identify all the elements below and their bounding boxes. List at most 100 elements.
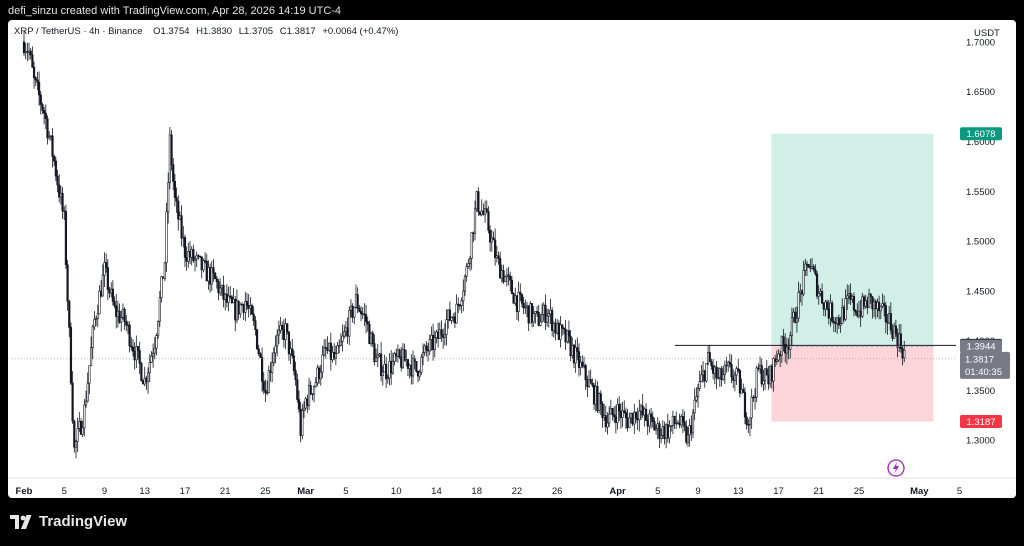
candle-body xyxy=(767,374,770,385)
candle-body xyxy=(854,309,857,313)
time-tick-label: 17 xyxy=(180,486,191,497)
time-tick-label: 26 xyxy=(552,486,563,497)
stop-price-tag-bg xyxy=(960,415,1002,429)
candle-body xyxy=(584,365,587,381)
candle-body xyxy=(71,382,74,422)
candle-body xyxy=(36,79,39,83)
candle-body xyxy=(110,288,113,294)
candle-body xyxy=(827,308,830,319)
candle-body xyxy=(529,303,532,324)
candle-body xyxy=(470,232,473,259)
candle-body xyxy=(430,334,433,340)
candle-body xyxy=(809,266,812,269)
candle-body xyxy=(769,366,772,385)
candle-body xyxy=(866,300,869,308)
candle-body xyxy=(819,291,822,294)
candle-body xyxy=(175,197,178,202)
price-tick-label: 1.4500 xyxy=(966,286,995,297)
brand-logo[interactable]: TradingView xyxy=(10,513,127,530)
countdown-tag: 01:40:35 xyxy=(965,367,1002,378)
candle-body xyxy=(482,210,485,215)
candle-body xyxy=(131,346,135,352)
candle-body xyxy=(141,380,145,385)
high-value: 1.3830 xyxy=(203,26,233,37)
candle-body xyxy=(862,296,866,307)
candle-body xyxy=(515,295,519,312)
candle-body xyxy=(701,370,705,376)
candle-body xyxy=(722,374,725,380)
candle-body xyxy=(727,361,730,367)
candle-body xyxy=(661,426,664,436)
candle-body xyxy=(26,51,29,53)
loss-zone[interactable] xyxy=(771,346,934,422)
candle-body xyxy=(886,321,889,324)
candle-body xyxy=(888,313,891,324)
candle-body xyxy=(135,346,138,361)
candle-body xyxy=(400,356,403,368)
candle-body xyxy=(626,417,629,429)
candle-body xyxy=(101,274,104,297)
candle-body xyxy=(522,302,525,309)
candle-body xyxy=(173,181,177,198)
candle-body xyxy=(891,329,894,339)
candle-body xyxy=(613,414,616,418)
candle-body xyxy=(311,393,314,395)
candle-body xyxy=(380,353,383,376)
candle-body xyxy=(125,321,128,326)
candle-body xyxy=(281,325,284,330)
candle-body xyxy=(755,367,758,398)
candle-body xyxy=(495,255,498,259)
candle-body xyxy=(760,365,763,385)
candle-body xyxy=(564,328,567,343)
close-label: C xyxy=(279,26,287,37)
alert-bolt-icon[interactable] xyxy=(887,459,905,477)
price-tick-label: 1.6000 xyxy=(966,137,995,148)
candle-body xyxy=(777,353,780,361)
candle-body xyxy=(51,135,54,157)
candle-body xyxy=(349,305,353,311)
candle-body xyxy=(712,365,715,374)
candle-body xyxy=(294,370,297,380)
candle-body xyxy=(172,164,175,182)
price-tick-label: 1.7000 xyxy=(966,37,995,48)
candle-body xyxy=(458,305,462,307)
candle-body xyxy=(844,298,847,320)
time-tick-label: 5 xyxy=(957,486,962,497)
candle-body xyxy=(802,269,805,295)
chart-panel[interactable]: USDT 1.7000 1.6500 1.6000 1.5500 1.5000 1.4500… xyxy=(8,20,1016,498)
candle-body xyxy=(202,260,205,271)
candle-body xyxy=(106,267,109,290)
candle-body xyxy=(899,333,902,349)
candle-body xyxy=(257,348,260,355)
candle-body xyxy=(297,399,301,410)
candle-body xyxy=(525,305,529,308)
candle-body xyxy=(364,314,368,322)
candle-body xyxy=(740,389,743,394)
candle-body xyxy=(574,347,577,364)
candle-body xyxy=(579,361,582,368)
candle-body xyxy=(638,410,641,421)
candle-body xyxy=(79,420,83,435)
price-tick-label: 1.6500 xyxy=(966,87,995,98)
candle-body xyxy=(103,262,106,276)
candle-body xyxy=(88,365,91,384)
candle-body xyxy=(561,324,564,329)
candle-body xyxy=(814,269,817,275)
brand-name: TradingView xyxy=(39,513,128,530)
candle-body xyxy=(478,211,482,215)
candle-body xyxy=(282,329,285,340)
candle-body xyxy=(706,352,710,364)
candle-body xyxy=(665,424,668,439)
candle-body xyxy=(353,306,356,318)
symbol-title[interactable]: XRP / TetherUS · 4h · Binance xyxy=(14,26,143,37)
candle-body xyxy=(121,308,125,318)
candle-body xyxy=(693,399,696,414)
candle-body xyxy=(509,276,512,281)
candle-body xyxy=(655,428,658,431)
candle-body xyxy=(83,404,86,429)
candle-body xyxy=(490,237,493,243)
candle-body xyxy=(49,135,52,137)
time-tick-label: 5 xyxy=(62,486,67,497)
candle-body xyxy=(540,314,544,323)
